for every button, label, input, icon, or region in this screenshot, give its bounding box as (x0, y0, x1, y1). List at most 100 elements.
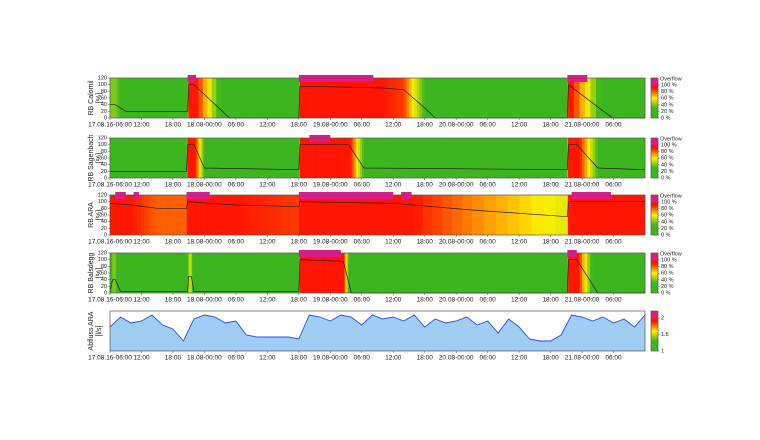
level-color-band (157, 195, 162, 235)
level-color-band (193, 138, 196, 178)
level-color-band (471, 195, 485, 235)
level-color-band (350, 253, 352, 293)
level-color-band (189, 138, 192, 178)
overflow-bar (186, 192, 210, 199)
colorbar-tick-label: 100 % (661, 257, 677, 263)
level-color-band (140, 195, 145, 235)
level-color-band (121, 78, 124, 118)
level-color-band (574, 138, 577, 178)
x-tick-label: 18:00 (542, 297, 559, 304)
level-color-band (462, 195, 473, 235)
level-color-band (167, 138, 178, 178)
level-color-band (595, 253, 599, 293)
level-color-band (389, 138, 416, 178)
level-color-band (636, 78, 642, 118)
x-tick-label: 18:00 (417, 239, 434, 246)
level-color-band (177, 138, 187, 178)
x-tick-label: 21.08-00:00 (565, 122, 600, 129)
level-color-band (222, 195, 227, 235)
level-color-band (216, 138, 229, 178)
level-color-band (259, 195, 268, 235)
level-color-band (395, 78, 399, 118)
level-color-band (191, 253, 193, 293)
level-color-band (442, 195, 453, 235)
level-color-band (573, 78, 580, 118)
level-color-band (311, 195, 324, 235)
colorbar-tick-label: 60 % (661, 96, 674, 102)
x-tick-label: 18.08-00:00 (187, 297, 222, 304)
x-tick-label: 06:00 (480, 239, 497, 246)
level-color-band (595, 78, 602, 118)
level-color-band (543, 195, 556, 235)
level-color-band (412, 195, 424, 235)
level-color-band (356, 78, 363, 118)
colorbar-tick-label: 0 % (661, 115, 671, 121)
level-color-band (324, 138, 331, 178)
x-tick-label: 18:00 (542, 355, 559, 362)
level-color-band (281, 78, 291, 118)
y-tick-label: 60 (101, 155, 107, 161)
level-color-band (228, 138, 241, 178)
level-color-band (550, 78, 568, 118)
x-tick-label: 12:00 (511, 297, 528, 304)
x-tick-label: 12:00 (511, 122, 528, 129)
level-color-band (351, 253, 379, 293)
colorbar-overflow (651, 195, 658, 202)
colorbar-frame (650, 310, 659, 352)
level-color-band (145, 253, 155, 293)
level-color-band (579, 138, 583, 178)
level-color-band (115, 195, 119, 235)
level-color-band (123, 78, 125, 118)
flow-area (110, 315, 645, 351)
x-tick-label: 17.08.16-06:00 (88, 297, 132, 304)
level-color-band (346, 253, 348, 293)
x-tick-label: 06:00 (354, 355, 371, 362)
y-tick-label: 120 (98, 250, 107, 256)
level-color-band (212, 195, 217, 235)
level-color-band (114, 253, 115, 293)
level-color-band (440, 138, 466, 178)
x-tick-label: 12:00 (259, 182, 276, 189)
level-color-band (555, 195, 568, 235)
level-color-band (251, 138, 264, 178)
x-tick-label: 12:00 (511, 239, 528, 246)
level-color-band (182, 195, 187, 235)
level-color-band (337, 253, 344, 293)
x-tick-label: 06:00 (228, 355, 245, 362)
level-color-band (216, 195, 220, 235)
level-color-band (115, 253, 117, 293)
level-color-band (541, 138, 568, 178)
level-color-band (426, 78, 428, 118)
y-tick-label: 60 (101, 95, 107, 101)
level-color-band (117, 253, 119, 293)
colorbar-tick-label: 40 % (661, 162, 674, 168)
x-tick-label: 21.08-00:00 (565, 239, 600, 246)
level-color-band (191, 78, 193, 118)
x-tick-label: 18:00 (417, 297, 434, 304)
level-color-band (190, 253, 192, 293)
level-color-band (198, 195, 202, 235)
level-color-band (603, 138, 610, 178)
level-color-band (207, 253, 221, 293)
plot-frame (109, 310, 646, 352)
level-color-band (573, 253, 576, 293)
level-color-band (575, 253, 578, 293)
level-line (109, 314, 646, 342)
x-tick-label: 18:00 (291, 355, 308, 362)
colorbar-overflow (651, 138, 658, 145)
level-color-band (150, 195, 155, 235)
level-color-band (568, 138, 570, 178)
y-tick-label: 120 (98, 75, 107, 81)
level-color-band (117, 78, 120, 118)
level-color-band (361, 138, 365, 178)
colorbar-tick-label: 80 % (661, 264, 674, 270)
level-color-band (198, 78, 204, 118)
level-color-band (275, 195, 284, 235)
level-color-band (157, 138, 168, 178)
level-color-band (188, 78, 190, 118)
level-color-band (190, 138, 192, 178)
level-color-band (141, 78, 150, 118)
level-color-band (483, 195, 497, 235)
level-color-band (119, 78, 121, 118)
